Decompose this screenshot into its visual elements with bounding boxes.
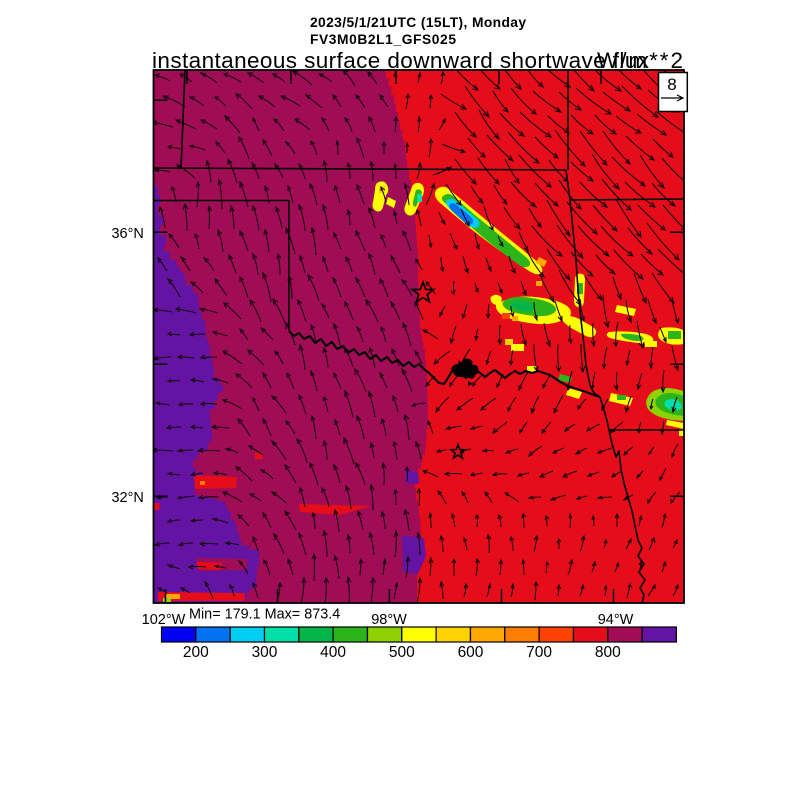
svg-text:36°N: 36°N (111, 226, 143, 242)
svg-text:8: 8 (667, 75, 676, 94)
svg-text:94°W: 94°W (598, 612, 634, 628)
svg-text:200: 200 (183, 644, 209, 661)
svg-text:500: 500 (389, 644, 415, 661)
svg-text:102°W: 102°W (142, 612, 186, 628)
svg-text:300: 300 (252, 644, 278, 661)
svg-text:32°N: 32°N (111, 490, 143, 506)
svg-text:instantaneous surface downward: instantaneous surface downward shortwave… (152, 48, 650, 73)
svg-text:700: 700 (526, 644, 552, 661)
svg-text:600: 600 (458, 644, 484, 661)
svg-text:Min= 179.1 Max= 873.4: Min= 179.1 Max= 873.4 (189, 607, 340, 623)
svg-text:W/m**2: W/m**2 (597, 48, 683, 73)
svg-text:800: 800 (595, 644, 621, 661)
svg-text:FV3M0B2L1_GFS025: FV3M0B2L1_GFS025 (310, 32, 456, 47)
svg-text:98°W: 98°W (371, 612, 407, 628)
svg-text:2023/5/1/21UTC (15LT), Monday: 2023/5/1/21UTC (15LT), Monday (310, 15, 526, 30)
svg-text:400: 400 (320, 644, 346, 661)
